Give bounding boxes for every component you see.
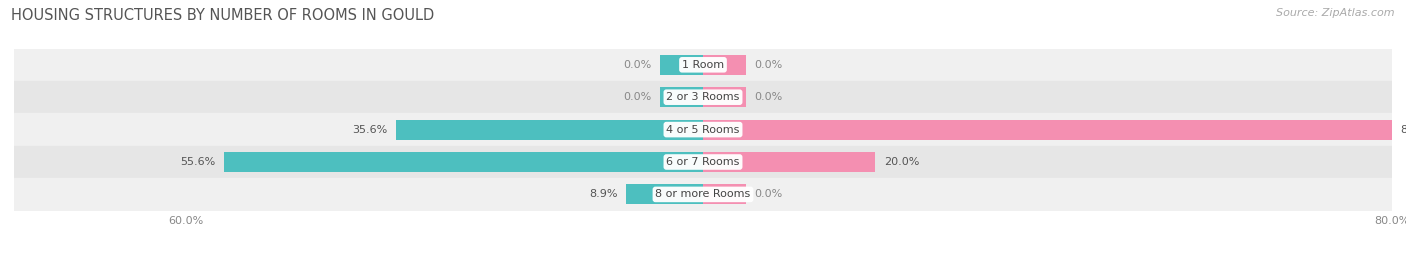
Text: Source: ZipAtlas.com: Source: ZipAtlas.com xyxy=(1277,8,1395,18)
Bar xyxy=(659,87,703,107)
Text: 1 Room: 1 Room xyxy=(682,60,724,70)
Text: 6 or 7 Rooms: 6 or 7 Rooms xyxy=(666,157,740,167)
Bar xyxy=(703,152,875,172)
Text: 2 or 3 Rooms: 2 or 3 Rooms xyxy=(666,92,740,102)
Text: 0.0%: 0.0% xyxy=(623,60,651,70)
Bar xyxy=(703,184,747,204)
Bar xyxy=(14,81,1392,113)
Text: 55.6%: 55.6% xyxy=(180,157,215,167)
Text: HOUSING STRUCTURES BY NUMBER OF ROOMS IN GOULD: HOUSING STRUCTURES BY NUMBER OF ROOMS IN… xyxy=(11,8,434,23)
Text: 0.0%: 0.0% xyxy=(623,92,651,102)
Bar xyxy=(14,146,1392,178)
Bar xyxy=(224,152,703,172)
Bar xyxy=(626,184,703,204)
Text: 8 or more Rooms: 8 or more Rooms xyxy=(655,189,751,200)
Text: 20.0%: 20.0% xyxy=(884,157,920,167)
Bar xyxy=(703,120,1392,140)
Text: 0.0%: 0.0% xyxy=(755,60,783,70)
Text: 80.0%: 80.0% xyxy=(1400,124,1406,135)
Bar xyxy=(14,178,1392,211)
Bar xyxy=(14,113,1392,146)
Bar xyxy=(703,87,747,107)
Text: 4 or 5 Rooms: 4 or 5 Rooms xyxy=(666,124,740,135)
Text: 8.9%: 8.9% xyxy=(589,189,617,200)
Bar xyxy=(14,49,1392,81)
Bar xyxy=(659,55,703,75)
Bar xyxy=(396,120,703,140)
Bar xyxy=(703,55,747,75)
Text: 0.0%: 0.0% xyxy=(755,189,783,200)
Text: 35.6%: 35.6% xyxy=(353,124,388,135)
Text: 0.0%: 0.0% xyxy=(755,92,783,102)
